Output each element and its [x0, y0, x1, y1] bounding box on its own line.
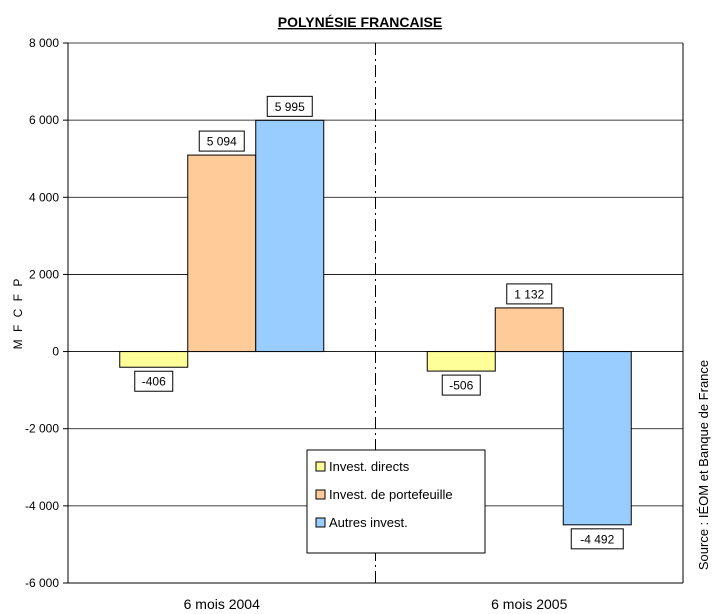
y-tick-label: 6 000 [29, 113, 59, 127]
legend-swatch [315, 517, 326, 528]
data-label: 5 995 [275, 100, 305, 114]
legend [306, 449, 486, 554]
data-label: -406 [142, 375, 166, 389]
legend-label: Invest. directs [329, 459, 410, 474]
x-tick-label: 6 mois 2005 [491, 596, 567, 612]
plot-area: -6 000 -4 000 -2 000 0 2 000 4 000 6 000 8 000 -… [25, 36, 684, 612]
legend-swatch [315, 489, 326, 500]
data-label-box [441, 374, 481, 396]
y-tick-label: 4 000 [29, 190, 59, 204]
y-tick-label: -6 000 [25, 576, 59, 590]
legend-label: Autres invest. [329, 515, 408, 530]
y-axis-title: M F C F P [11, 277, 25, 350]
bar [119, 351, 189, 368]
y-tick-label: -2 000 [25, 422, 59, 436]
bar [494, 307, 564, 353]
y-tick-label: 8 000 [29, 36, 59, 50]
data-label-box [134, 370, 174, 392]
bar [255, 119, 325, 353]
legend-label: Invest. de portefeuille [329, 487, 453, 502]
data-label: -506 [449, 379, 473, 393]
data-label-box [266, 95, 313, 117]
source-note: Source : IÉOM et Banque de France [696, 360, 711, 570]
data-label-box [198, 130, 245, 152]
y-tick-label: -4 000 [25, 499, 59, 513]
bar [187, 154, 257, 353]
bar [562, 351, 632, 526]
data-label: 5 094 [207, 135, 237, 149]
y-tick-label: 2 000 [29, 267, 59, 281]
bar [426, 351, 496, 372]
data-label-box [570, 528, 624, 550]
x-tick-label: 6 mois 2004 [184, 596, 260, 612]
data-label: 1 132 [514, 287, 544, 301]
data-label-box [506, 283, 553, 305]
legend-swatch [315, 461, 326, 472]
data-label: -4 492 [580, 532, 614, 546]
chart-title: POLYNÉSIE FRANCAISE [278, 14, 442, 30]
y-tick-label: 0 [52, 345, 59, 359]
